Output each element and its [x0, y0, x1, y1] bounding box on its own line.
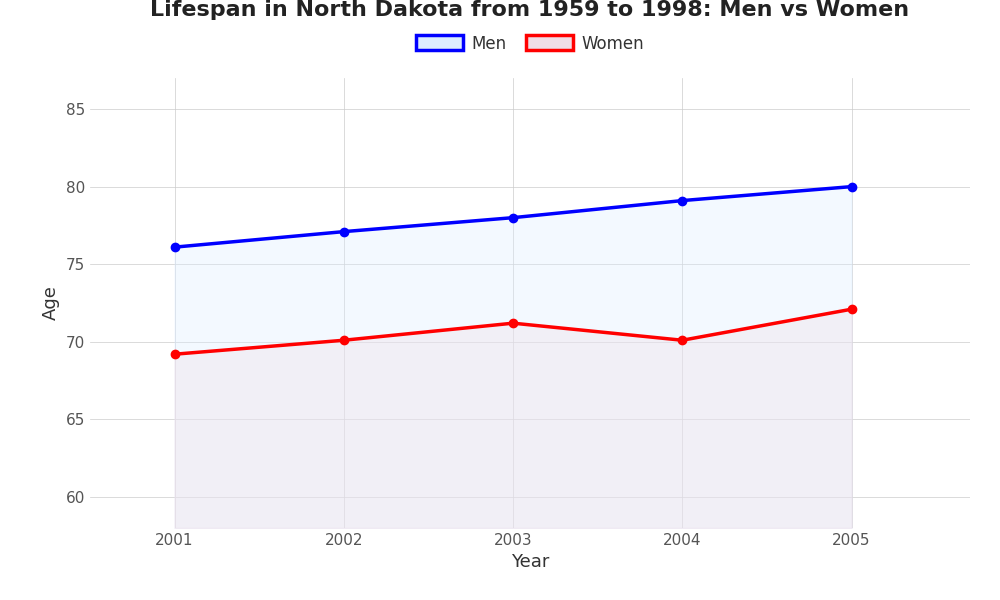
X-axis label: Year: Year — [511, 553, 549, 571]
Legend: Men, Women: Men, Women — [409, 28, 651, 59]
Title: Lifespan in North Dakota from 1959 to 1998: Men vs Women: Lifespan in North Dakota from 1959 to 19… — [150, 0, 910, 19]
Y-axis label: Age: Age — [42, 286, 60, 320]
